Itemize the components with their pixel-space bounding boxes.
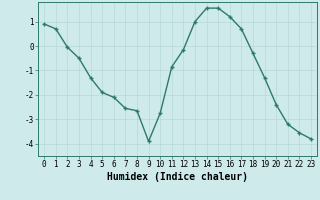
X-axis label: Humidex (Indice chaleur): Humidex (Indice chaleur): [107, 172, 248, 182]
